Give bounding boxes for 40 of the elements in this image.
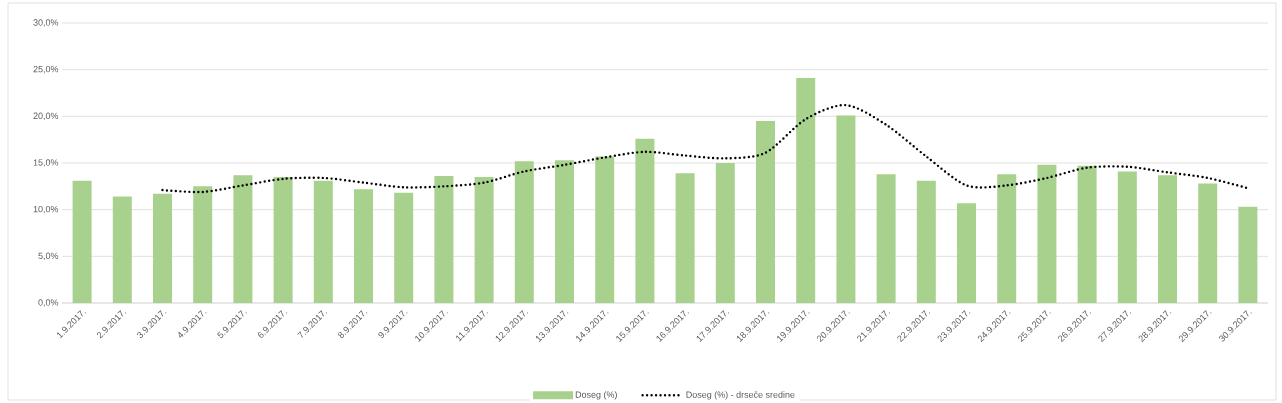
y-tick-label: 15,0% [33,159,59,167]
bar [876,174,896,303]
bar [836,115,856,303]
bar [233,175,253,303]
bar [273,177,293,303]
bar [1238,206,1258,303]
bar [916,180,936,303]
bar [72,180,92,303]
bar [675,173,695,303]
bar [957,203,977,303]
bar [1077,165,1097,303]
y-tick-label: 30,0% [33,19,59,27]
bar [1158,175,1178,303]
bar [715,163,735,303]
bar [313,180,333,303]
bar [153,193,173,303]
bar [997,174,1017,303]
bar [635,138,655,303]
bar [354,189,374,303]
legend-label: Doseg (%) [575,391,617,400]
bar [595,156,615,303]
bar [1117,171,1137,303]
bar [193,186,213,303]
y-tick-label: 0,0% [38,299,59,307]
bar [756,121,776,303]
y-tick-label: 25,0% [33,65,59,74]
line-series [161,103,1250,194]
bar [474,177,494,303]
bar [514,161,534,303]
bar [112,196,132,303]
bar [434,176,454,303]
bar [796,78,816,303]
bar [1037,164,1057,303]
y-tick-label: 5,0% [38,252,59,261]
bar [394,192,414,303]
legend-label: Doseg (%) - drseče sredine [686,391,795,400]
bar [555,160,575,303]
bar [1198,183,1218,303]
y-tick-label: 20,0% [33,112,59,121]
y-tick-label: 10,0% [33,205,59,214]
